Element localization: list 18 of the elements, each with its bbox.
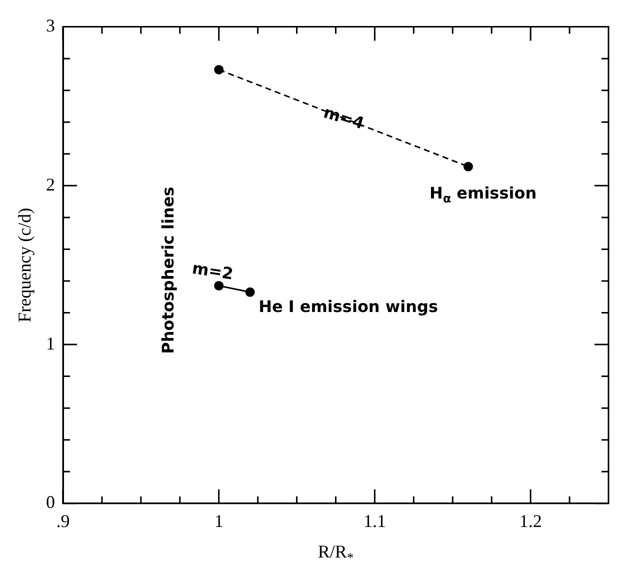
annotation: m=4 [321,102,366,133]
x-tick-label: 1.2 [519,510,542,531]
y-tick-label: 0 [46,492,55,512]
y-tick-label: 2 [46,174,55,194]
y-tick-label: 3 [46,16,55,36]
point [245,287,255,297]
x-tick-label: 1 [214,510,224,531]
point [214,281,224,291]
y-axis-title: Frequency (c/d) [14,208,35,322]
x-tick-label: 1.1 [363,510,386,531]
y-tick-label: 1 [46,333,55,354]
point [214,64,224,74]
x-tick-label: .9 [56,510,70,531]
annotation: Photospheric lines [158,186,178,354]
x-axis-title: R/R* [318,542,354,565]
annotation: He I emission wings [258,297,438,316]
annotation: m=2 [190,258,234,284]
point [463,162,473,172]
